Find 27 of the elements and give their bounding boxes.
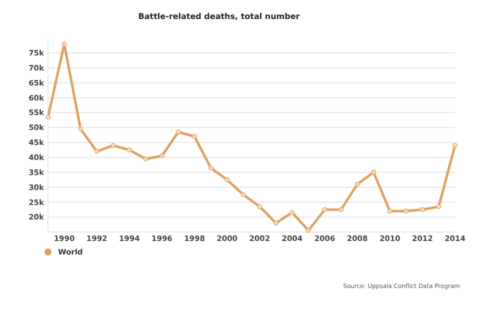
point	[176, 130, 181, 135]
point	[159, 153, 164, 158]
point	[126, 147, 132, 152]
point	[354, 182, 360, 187]
point	[452, 142, 458, 148]
point	[371, 170, 376, 175]
point	[257, 204, 262, 210]
point	[224, 177, 230, 182]
point	[78, 126, 84, 132]
point	[62, 41, 67, 46]
point	[273, 220, 278, 226]
point	[420, 207, 425, 212]
point	[46, 114, 50, 120]
point	[240, 192, 246, 198]
point	[387, 208, 392, 214]
point	[404, 208, 409, 214]
point	[192, 134, 198, 139]
point	[94, 148, 100, 154]
point	[306, 228, 311, 234]
point	[290, 210, 295, 216]
point	[208, 165, 214, 170]
point	[436, 204, 442, 210]
point	[143, 156, 148, 162]
point	[322, 207, 328, 212]
point	[338, 207, 344, 212]
point	[110, 142, 116, 148]
chart-title: Battle-related deaths, total number	[138, 12, 300, 21]
